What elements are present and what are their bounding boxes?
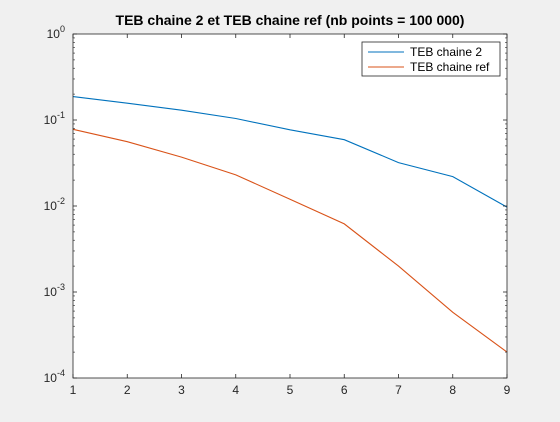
x-tick-label: 9 (504, 383, 511, 397)
x-tick-label: 7 (395, 383, 402, 397)
y-axis: 100 10-1 10-2 10-3 10-4 (44, 24, 507, 385)
x-tick-label: 8 (449, 383, 456, 397)
y-tick-label: 10-1 (44, 110, 65, 127)
x-tick-label: 5 (287, 383, 294, 397)
x-tick-label: 6 (341, 383, 348, 397)
x-tick-label: 3 (178, 383, 185, 397)
series-line-2 (72, 128, 508, 353)
y-tick-label: 100 (47, 24, 65, 41)
legend-box (361, 41, 501, 77)
x-axis: 1 2 3 4 5 6 7 8 9 (70, 34, 511, 397)
y-tick-label: 10-2 (44, 196, 65, 213)
y-tick-label: 10-3 (44, 282, 65, 299)
legend-label-2: TEB chaine ref (410, 60, 490, 74)
series-line-1 (72, 96, 508, 208)
series-layer (72, 96, 508, 353)
plot-area (73, 34, 507, 378)
y-tick-label: 10-4 (44, 368, 65, 385)
x-tick-label: 1 (70, 383, 77, 397)
x-tick-label: 4 (232, 383, 239, 397)
chart-title: TEB chaine 2 et TEB chaine ref (nb point… (116, 12, 465, 28)
legend-label-1: TEB chaine 2 (410, 45, 482, 59)
x-tick-label: 2 (124, 383, 131, 397)
